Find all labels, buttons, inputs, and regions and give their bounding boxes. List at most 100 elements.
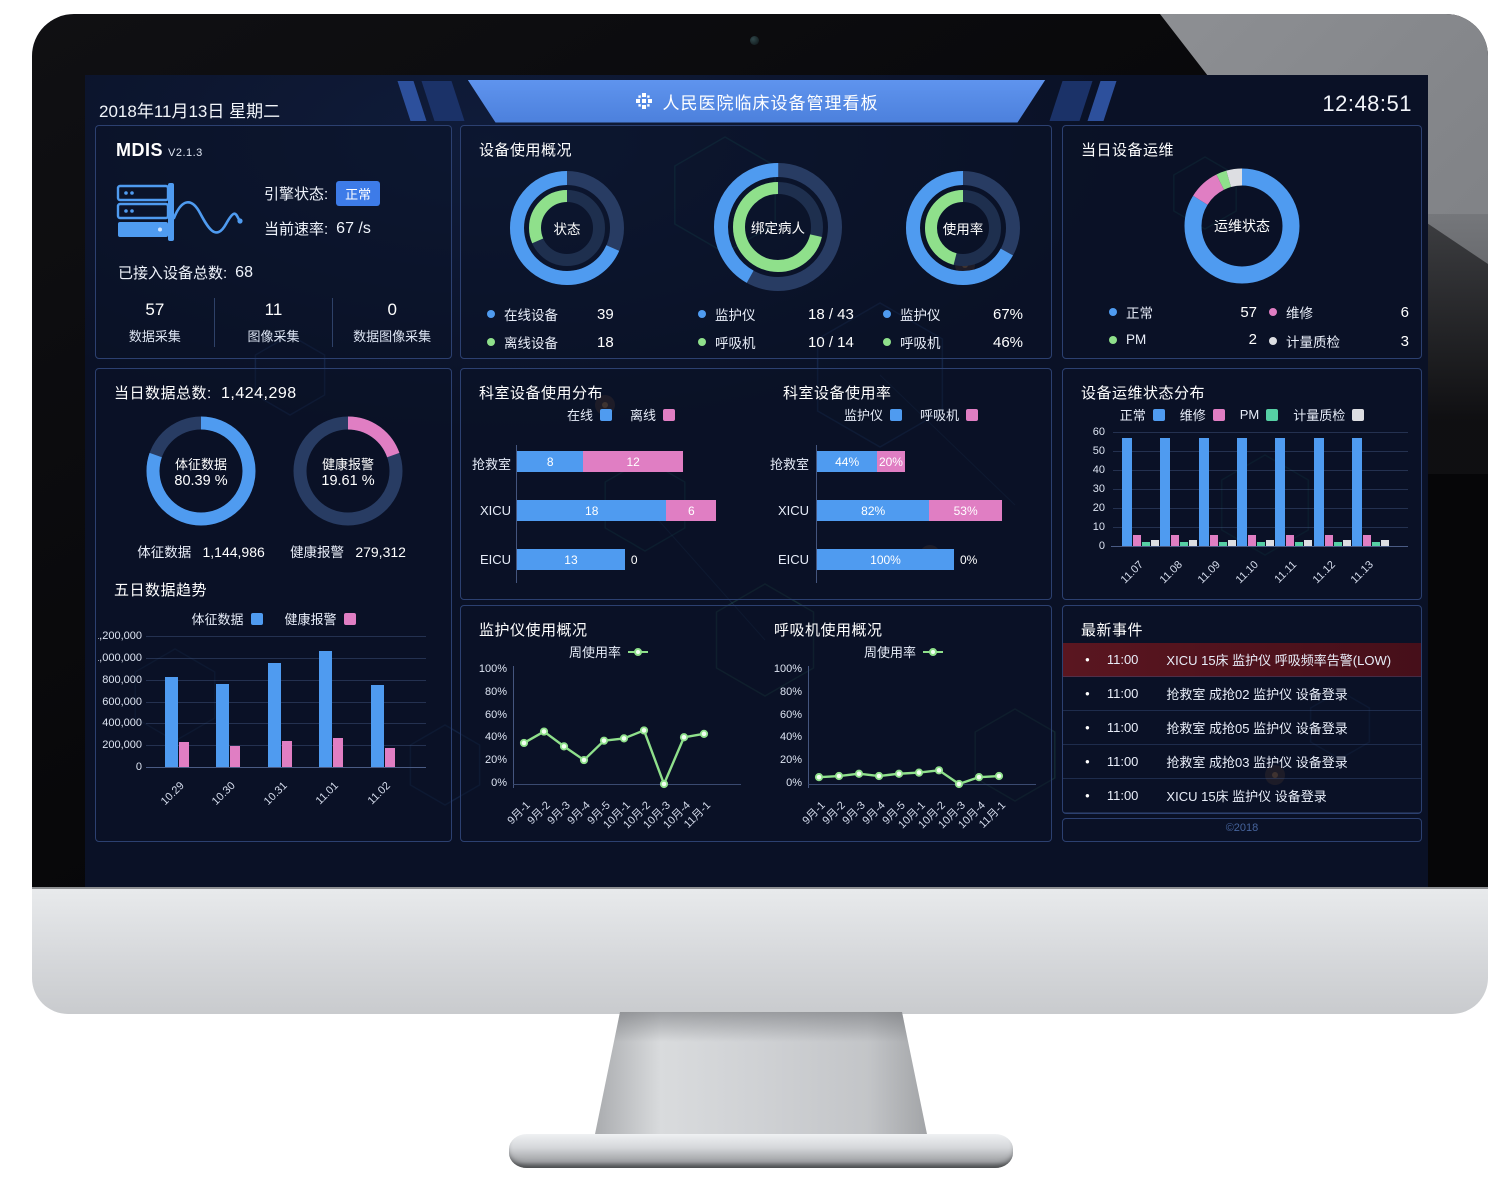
y-axis-label: 100% <box>773 663 802 675</box>
legend-item: 体征数据 <box>191 609 263 628</box>
bar-secondary <box>385 747 395 767</box>
hbar-value: 20% <box>878 455 903 469</box>
event-row: ● 11:00 抢救室 成抢02 监护仪 设备登录 <box>1063 677 1421 711</box>
daily-total-value: 1,424,298 <box>221 385 297 402</box>
copyright-text: ©2018 <box>1225 822 1259 834</box>
webcam-icon <box>750 36 759 45</box>
grid-line <box>146 723 426 725</box>
legend-dot <box>883 310 891 318</box>
y-axis-line <box>808 666 809 788</box>
legend-item: 在线 <box>567 405 612 424</box>
legend-swatch <box>343 612 356 625</box>
bar <box>1380 540 1389 546</box>
banner-stripe <box>1049 81 1092 121</box>
y-axis-label: 30 <box>1092 483 1105 495</box>
daily-data-donut: 健康报警 19.61 % <box>292 415 404 527</box>
bar-secondary <box>179 741 189 767</box>
bar <box>1286 534 1295 546</box>
event-row: ● 11:00 抢救室 成抢03 监护仪 设备登录 <box>1063 745 1421 779</box>
grid-line <box>1113 508 1408 509</box>
donut-center-label: 绑定病人 <box>751 221 805 236</box>
y-axis-label: 600,000 <box>102 695 142 708</box>
bar <box>1198 437 1209 546</box>
panel-title: 最新事件 <box>1081 622 1144 639</box>
y-axis-label: 400,000 <box>102 717 142 730</box>
panel-ops-distribution: 设备运维状态分布 正常 维修 PM 计量质检 60 50 40 30 20 10 0 11.07 11.… <box>1062 368 1422 600</box>
bullet-icon: ● <box>1085 791 1090 800</box>
donut-legend-row: 在线设备 39 <box>487 304 655 324</box>
y-axis-label: 800,000 <box>102 673 142 686</box>
header-clock: 12:48:51 <box>1322 91 1412 116</box>
bar <box>1247 534 1256 546</box>
donut-center-label: 体征数据 80.39 % <box>174 456 228 489</box>
bullet-icon: ● <box>1085 689 1090 698</box>
header-banner: 人民医院临床设备管理看板 <box>397 79 1116 123</box>
panel-daily-ops: 当日设备运维 运维状态 正常 57 维修 6 PM 2 计量质检 3 <box>1062 125 1422 359</box>
panel-title: 科室设备使用分布 <box>479 385 604 402</box>
donut-center-label: 状态 <box>553 222 581 237</box>
bar <box>1171 534 1180 546</box>
y-axis-label: 20% <box>779 754 802 767</box>
grid-line <box>146 657 426 659</box>
panel-title: 设备使用概况 <box>479 142 573 159</box>
hbar-value: 53% <box>953 504 978 518</box>
row-label: XICU <box>479 503 511 518</box>
y-axis-label: 40% <box>484 731 507 744</box>
monitor-chin <box>32 887 1488 1014</box>
y-axis-label: 40 <box>1092 464 1105 476</box>
bar <box>1160 437 1171 546</box>
bar <box>1275 437 1286 546</box>
row-label: EICU <box>479 552 511 567</box>
chart-legend: 监护仪 呼吸机 <box>801 405 1021 424</box>
engine-status-row: 引擎状态: 正常 <box>264 181 381 206</box>
legend-item: 健康报警 <box>285 609 356 628</box>
legend-swatch <box>1352 408 1365 421</box>
legend-dot <box>698 310 706 318</box>
y-axis-label: 100% <box>478 663 507 675</box>
donut-legend-row: 计量质检 3 <box>1269 331 1409 351</box>
panel-title: 当日数据总数: 1,424,298 <box>114 385 297 402</box>
x-axis-line <box>1111 546 1408 547</box>
panel-events: 最新事件 ● 11:00 XICU 15床 监护仪 呼吸频率告警(LOW) ● 11:0… <box>1062 605 1422 814</box>
y-axis-label: 60% <box>779 708 802 721</box>
hbar-segment <box>817 549 954 570</box>
ops-donut: 运维状态 <box>1184 168 1300 284</box>
y-axis-line <box>516 445 517 583</box>
legend-dot <box>1269 337 1277 345</box>
mdis-version: V2.1.3 <box>168 147 203 159</box>
monitor-stand-base <box>509 1134 1013 1168</box>
donut-legend-row: PM 2 <box>1109 331 1257 348</box>
hbar-segment <box>666 500 717 521</box>
bar-primary <box>268 662 281 767</box>
legend-dot <box>883 338 891 346</box>
donut-legend-row: 监护仪 18 / 43 <box>698 304 866 324</box>
legend-dot <box>1269 308 1277 316</box>
panel-title: 设备运维状态分布 <box>1081 385 1206 402</box>
chart-legend: 在线 离线 <box>511 405 731 424</box>
chart-title: 监护仪使用概况 <box>479 622 588 639</box>
panel-title: 当日设备运维 <box>1081 142 1175 159</box>
line-marker-icon <box>923 647 943 656</box>
donut-legend-row: 呼吸机 10 / 14 <box>698 332 866 352</box>
y-axis-label: 0% <box>786 777 802 789</box>
event-row: ● 11:00 抢救室 成抢05 监护仪 设备登录 <box>1063 711 1421 745</box>
legend-swatch <box>1212 408 1225 421</box>
y-axis-label: 0 <box>1098 540 1105 552</box>
legend-swatch <box>600 408 612 421</box>
panel-usage-lines: 监护仪使用概况 周使用率 100% 80% 60% 40% 20% 0% 9月-1 9月-2 9… <box>460 605 1052 842</box>
grid-line <box>1113 489 1408 490</box>
chart-legend: 周使用率 <box>756 642 1051 661</box>
dashboard-screen: 2018年11月13日 星期二 人民医院临床设备管理看板 <box>85 75 1428 887</box>
x-axis-line <box>513 784 741 785</box>
bar-primary <box>371 684 384 767</box>
y-axis-label: 1,200,000 <box>98 630 142 642</box>
hbar-value: 13 <box>564 553 578 567</box>
y-axis-label: 80% <box>484 685 507 698</box>
bar <box>1362 534 1371 546</box>
header-date: 2018年11月13日 星期二 <box>99 102 281 121</box>
y-axis-label: 60 <box>1092 426 1105 438</box>
usage-donut: 状态 <box>508 169 626 287</box>
hbar-segment <box>517 451 584 472</box>
stand-neck-shadow <box>614 1012 908 1042</box>
donut-legend-row: 正常 57 <box>1109 302 1257 322</box>
